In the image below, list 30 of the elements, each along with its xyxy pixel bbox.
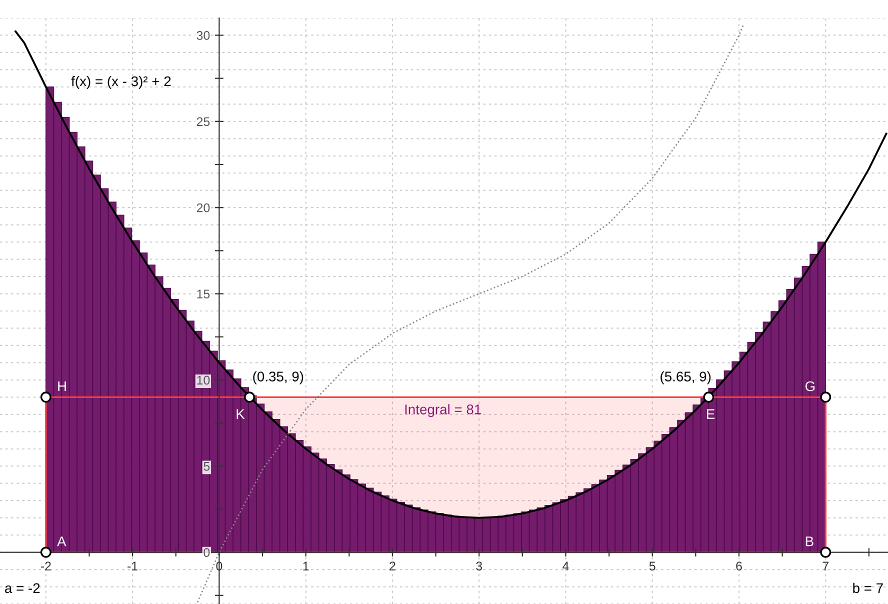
annotation: f(x) = (x - 3)² + 2 bbox=[71, 76, 171, 89]
annotation: K bbox=[236, 409, 245, 419]
x-tick-label: -1 bbox=[128, 562, 138, 570]
y-tick-label: 15 bbox=[197, 290, 210, 298]
line-series bbox=[196, 24, 744, 603]
x-tick-label: 4 bbox=[562, 562, 569, 570]
annotation: H bbox=[58, 381, 66, 392]
annotation: Integral = 81 bbox=[405, 404, 481, 418]
x-tick-label: 5 bbox=[649, 562, 656, 571]
annotation: B bbox=[806, 536, 814, 546]
y-tick-label: 20 bbox=[196, 203, 210, 212]
x-tick-label: -2 bbox=[40, 562, 51, 570]
x-tick-label: 6 bbox=[736, 562, 742, 571]
annotation: G bbox=[805, 381, 815, 392]
x-tick-label: 3 bbox=[476, 562, 482, 571]
x-tick-label: 1 bbox=[303, 562, 309, 570]
y-tick-label: 5 bbox=[204, 462, 210, 471]
y-tick-label: 25 bbox=[196, 117, 210, 126]
annotation: a = -2 bbox=[5, 583, 40, 594]
annotation: E bbox=[707, 409, 715, 419]
annotation: (0.35, 9) bbox=[253, 371, 304, 384]
line-series bbox=[14, 30, 888, 519]
annotation: b = 7 bbox=[853, 582, 883, 594]
annotation: A bbox=[57, 536, 66, 546]
y-tick-label: 30 bbox=[196, 31, 210, 40]
annotation: (5.65, 9) bbox=[660, 371, 711, 384]
y-tick-label: 10 bbox=[197, 376, 210, 385]
y-tick-label: 0 bbox=[204, 548, 210, 557]
x-tick-label: 7 bbox=[822, 562, 828, 570]
x-tick-label: 2 bbox=[390, 562, 396, 570]
